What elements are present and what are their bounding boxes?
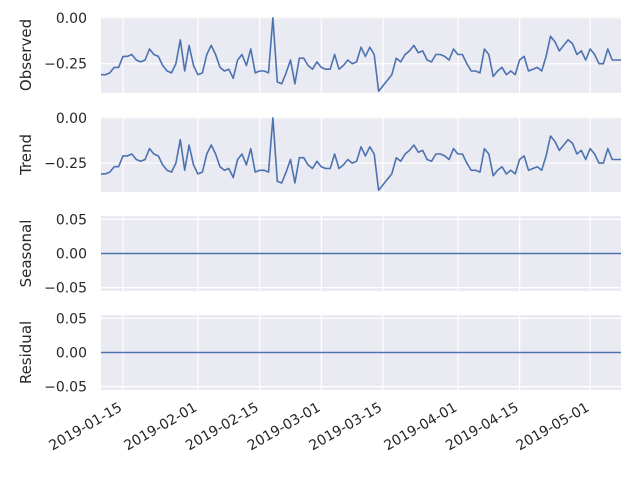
- panel-observed: 0.00 −0.25 Observed: [17, 11, 621, 93]
- x-tick-label: 2019-01-15: [47, 400, 125, 455]
- plot-area: [101, 17, 621, 93]
- y-tick-label: 0.00: [56, 346, 87, 362]
- panel-residual: 0.05 0.00 −0.05 Residual: [17, 311, 621, 396]
- y-tick-label: 0.00: [56, 247, 87, 263]
- y-axis-label: Trend: [17, 134, 35, 176]
- y-tick-label: −0.05: [44, 281, 87, 297]
- panel-seasonal: 0.05 0.00 −0.05 Seasonal: [17, 212, 621, 297]
- y-tick-label: 0.00: [56, 111, 87, 127]
- x-tick-label: 2019-05-01: [514, 400, 592, 455]
- y-tick-label: −0.25: [44, 57, 87, 73]
- y-tick-label: 0.05: [56, 212, 87, 228]
- y-tick-label: −0.05: [44, 380, 87, 396]
- y-tick-label: −0.25: [44, 156, 87, 172]
- y-tick-label: 0.00: [56, 11, 87, 27]
- panel-trend: 0.00 −0.25 Trend: [17, 111, 621, 192]
- series-line: [101, 17, 621, 92]
- y-axis-label: Residual: [17, 321, 35, 384]
- series-line: [101, 117, 621, 191]
- y-axis-label: Seasonal: [17, 220, 35, 288]
- y-axis-label: Observed: [17, 19, 35, 91]
- y-tick-label: 0.05: [56, 311, 87, 327]
- plot-area: [101, 117, 621, 192]
